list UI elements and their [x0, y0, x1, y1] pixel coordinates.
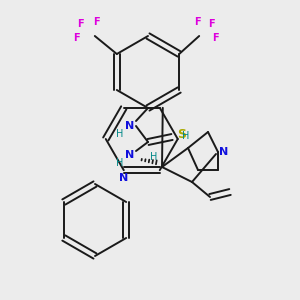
Text: N: N — [125, 121, 135, 131]
Text: F: F — [194, 17, 200, 27]
Text: N: N — [125, 150, 135, 160]
Text: F: F — [74, 33, 80, 43]
Text: F: F — [94, 17, 100, 27]
Text: N: N — [119, 173, 128, 183]
Text: F: F — [77, 19, 84, 29]
Text: F: F — [208, 19, 214, 29]
Text: H: H — [116, 129, 124, 139]
Text: N: N — [219, 147, 229, 157]
Text: F: F — [212, 33, 218, 43]
Text: S: S — [178, 128, 187, 142]
Text: H: H — [182, 131, 190, 141]
Text: H: H — [116, 158, 124, 168]
Text: H: H — [150, 152, 158, 162]
